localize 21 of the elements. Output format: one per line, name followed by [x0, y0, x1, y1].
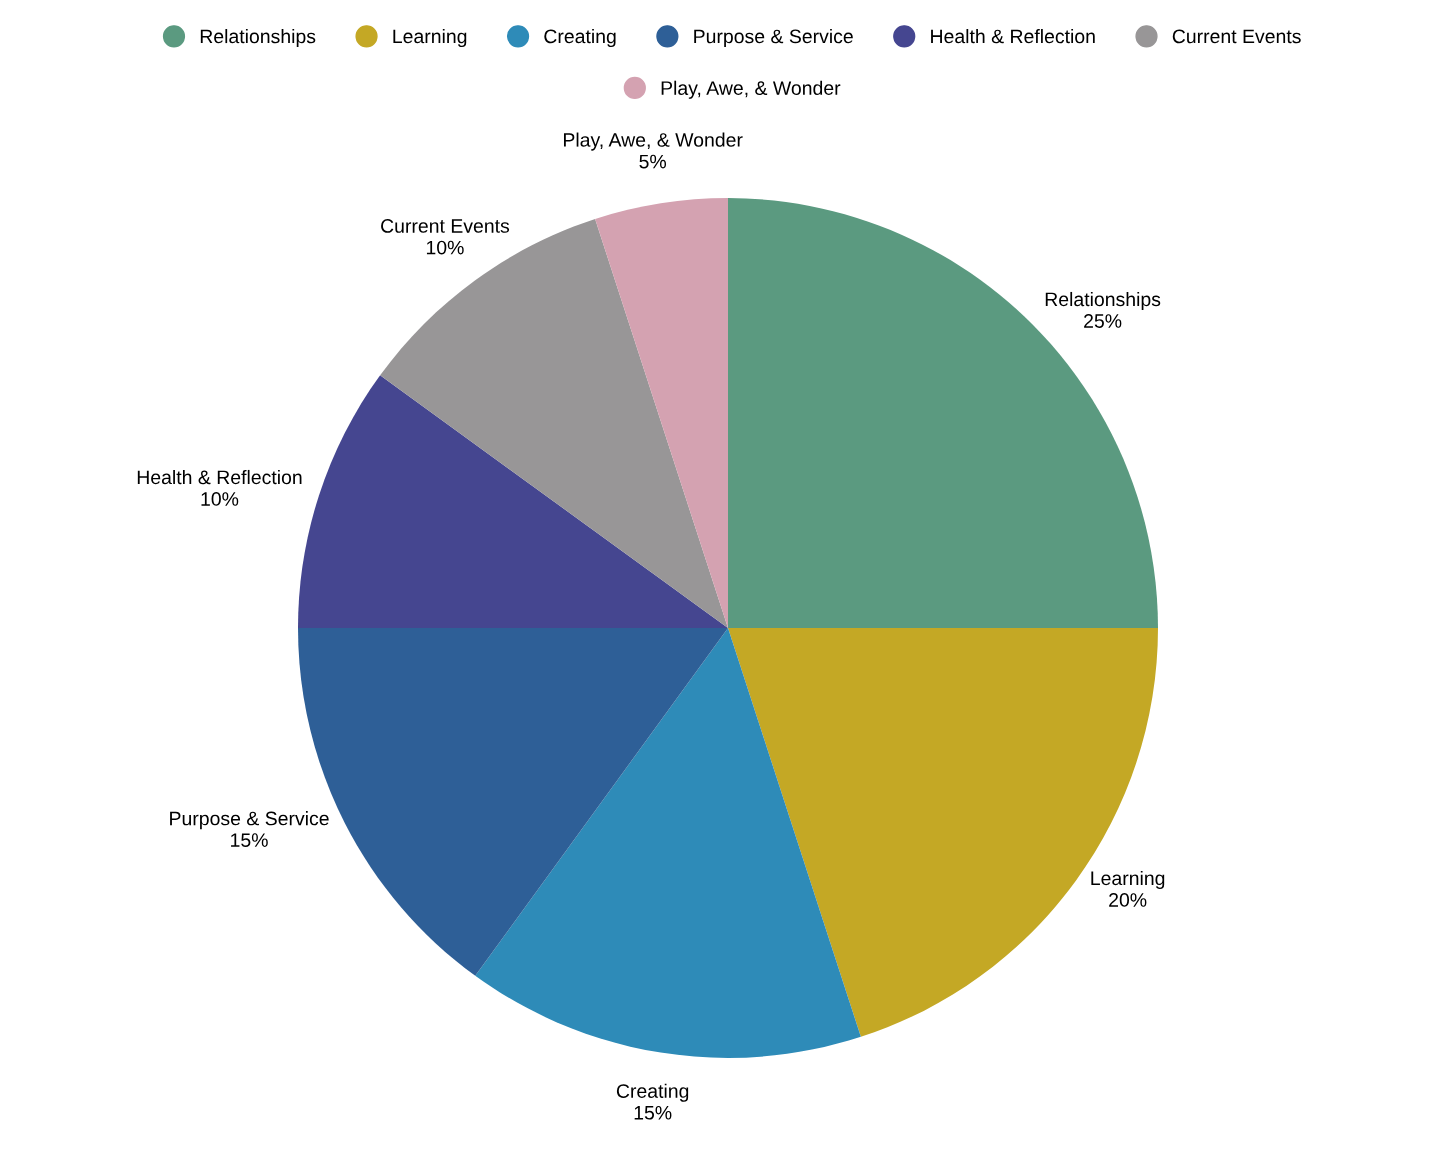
legend-label: Purpose & Service — [694, 28, 853, 48]
data-label: 10% — [426, 240, 464, 255]
legend-label: Play, Awe, & Wonder — [661, 80, 841, 99]
data-label: 15% — [231, 833, 268, 848]
slice-label: Play, Awe, & Wonder — [563, 132, 743, 151]
slice-label: Creating — [616, 1083, 689, 1102]
slice-label: Learning — [1091, 870, 1165, 890]
data-label: 25% — [1084, 314, 1122, 328]
slice-label: Purpose & Service — [170, 811, 329, 830]
slice-label: Health & Reflection — [137, 469, 302, 485]
slice-label: Relationships — [1045, 291, 1161, 311]
data-label: 10% — [201, 492, 239, 506]
legend-label: Current Events — [1172, 29, 1301, 44]
legend-label: Creating — [544, 28, 616, 48]
data-label: 15% — [634, 1105, 672, 1120]
slice-label: Current Events — [381, 219, 510, 233]
legend-label: Learning — [393, 28, 467, 48]
legend-label: Relationships — [200, 28, 316, 48]
legend-label: Health & Reflection — [931, 28, 1095, 44]
data-label: 20% — [1109, 893, 1147, 907]
data-label: 5% — [639, 154, 667, 169]
